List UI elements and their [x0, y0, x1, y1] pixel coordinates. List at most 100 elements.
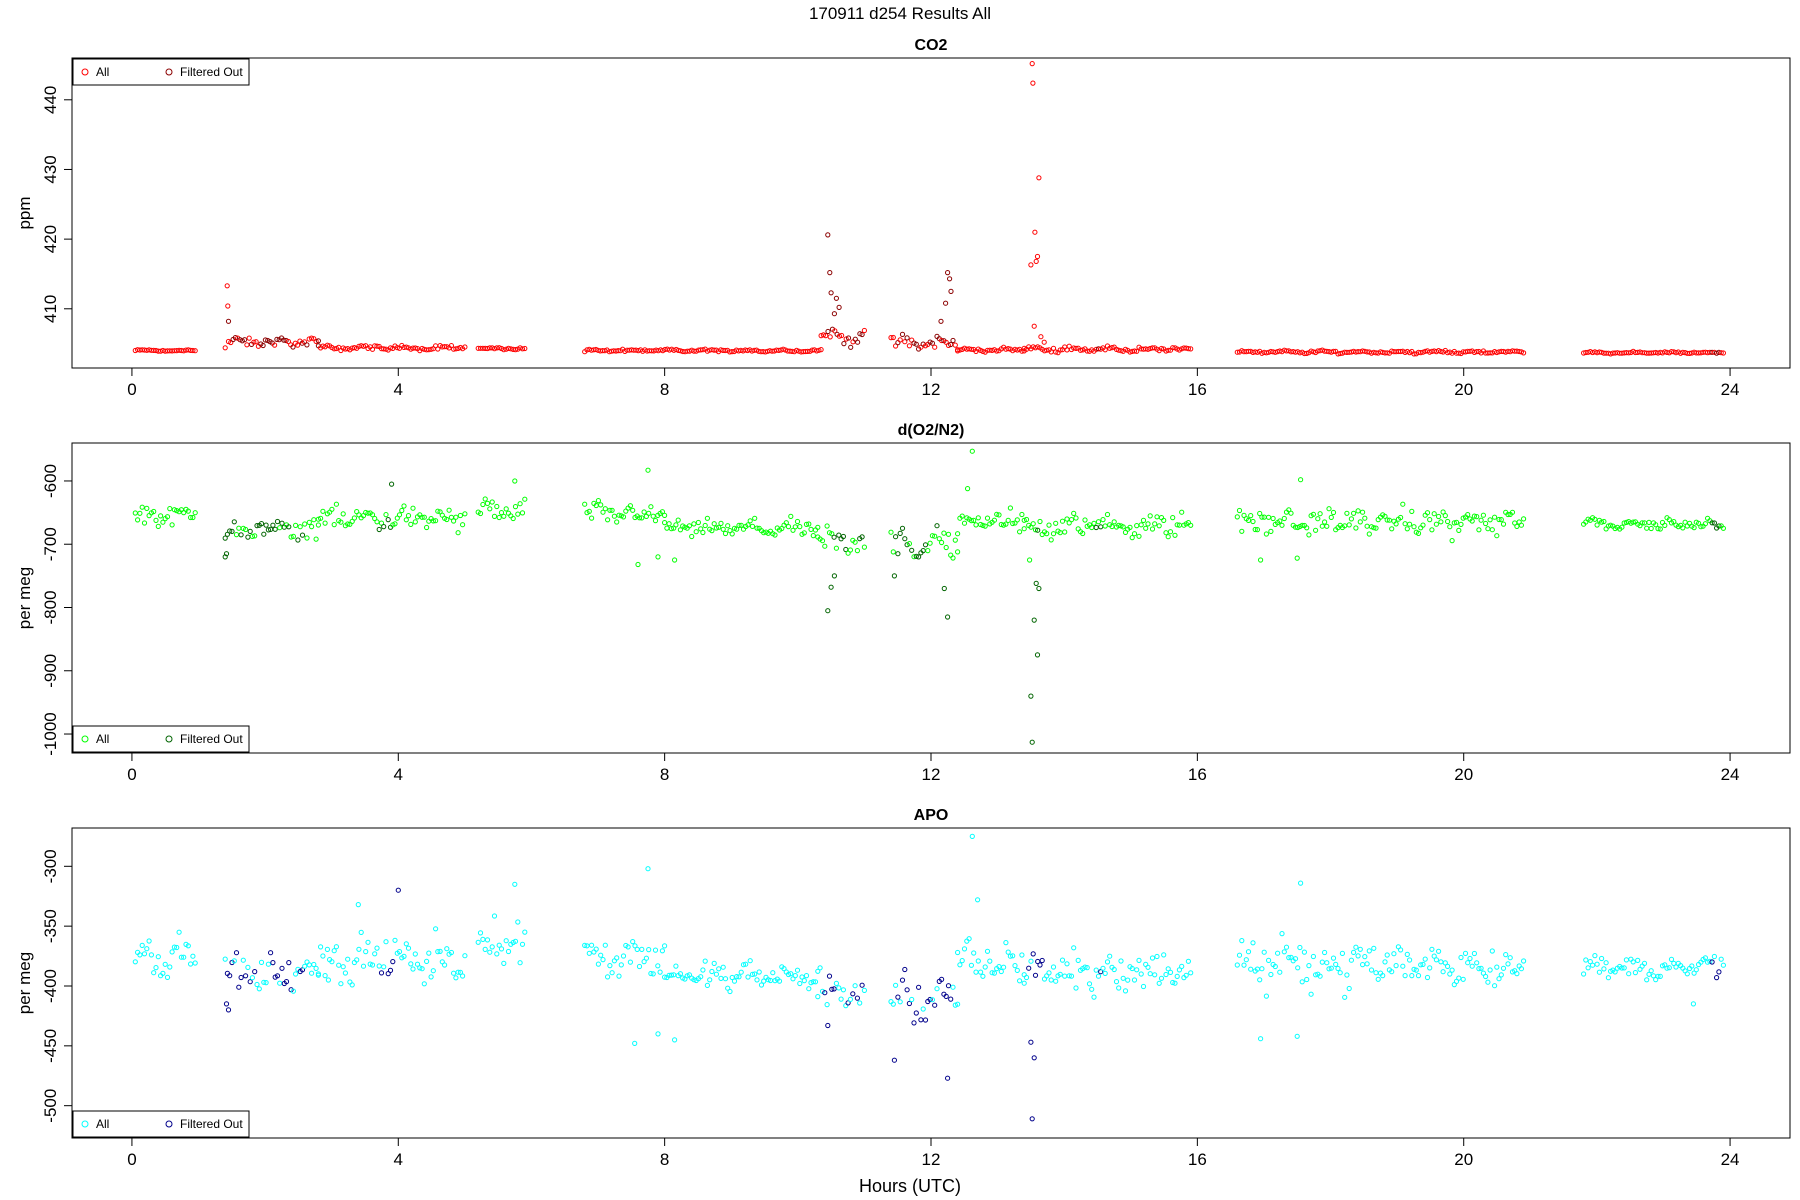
point-o2n2 [1442, 513, 1448, 519]
point-apo [349, 982, 355, 988]
point-filtered-o2n2 [222, 535, 228, 541]
point-apo [893, 982, 899, 988]
point-o2n2 [1188, 522, 1194, 528]
x-tick-label-apo: 4 [394, 1150, 403, 1169]
point-o2n2 [1080, 530, 1086, 537]
point-o2n2 [861, 544, 868, 550]
point-apo [1337, 970, 1343, 976]
point-o2n2 [1382, 513, 1388, 519]
point-apo [1313, 972, 1319, 978]
point-apo [955, 1001, 961, 1007]
point-o2n2 [1500, 521, 1507, 527]
point-apo [1241, 962, 1247, 968]
point-o2n2 [975, 515, 981, 521]
point-o2n2 [752, 515, 758, 521]
point-apo [1071, 945, 1077, 951]
point-apo [929, 997, 936, 1003]
point-apo [1292, 956, 1299, 962]
point-apo [1360, 962, 1366, 968]
point-apo [372, 951, 378, 957]
point-apo [1239, 938, 1245, 944]
point-co2 [1521, 350, 1527, 356]
point-filtered-o2n2 [261, 531, 267, 537]
point-apo [315, 971, 321, 977]
point-o2n2 [1299, 522, 1305, 528]
point-filtered-o2n2 [897, 530, 903, 537]
point-apo [1170, 979, 1176, 986]
point-o2n2 [1360, 509, 1366, 515]
point-apo [1583, 957, 1589, 963]
point-apo [1355, 953, 1361, 959]
point-o2n2 [1254, 527, 1261, 533]
point-apo [959, 958, 965, 964]
point-o2n2 [1095, 519, 1102, 525]
point-o2n2 [141, 520, 148, 526]
point-o2n2 [1469, 518, 1475, 524]
x-tick-label-apo: 16 [1188, 1150, 1207, 1169]
point-o2n2 [1348, 516, 1355, 522]
point-o2n2 [1102, 523, 1108, 529]
legend-box-co2 [72, 58, 250, 86]
point-co2 [1033, 258, 1039, 264]
point-filtered-apo [902, 966, 908, 973]
point-apo [153, 965, 159, 971]
point-co2 [313, 338, 319, 344]
point-o2n2 [1355, 508, 1361, 514]
point-apo [961, 946, 968, 952]
point-apo [512, 881, 518, 887]
point-o2n2 [785, 524, 792, 530]
point-filtered-co2 [855, 339, 861, 345]
point-filtered-apo [922, 1017, 929, 1023]
point-apo [709, 968, 715, 975]
point-apo [1145, 964, 1151, 970]
y-axis-label-o2n2: per meg [15, 567, 34, 629]
point-o2n2 [510, 515, 516, 522]
point-o2n2 [1402, 521, 1408, 527]
point-apo [132, 959, 138, 965]
point-apo [1407, 957, 1413, 963]
point-apo [1324, 960, 1330, 966]
point-o2n2 [1498, 517, 1504, 523]
point-o2n2 [519, 510, 526, 516]
point-co2 [171, 348, 177, 354]
point-apo [1014, 967, 1020, 974]
point-apo [258, 959, 265, 966]
point-apo [797, 980, 803, 987]
point-filtered-o2n2 [828, 584, 834, 590]
point-co2 [1626, 350, 1632, 356]
point-filtered-apo [829, 986, 835, 992]
point-apo [600, 957, 606, 963]
point-o2n2 [1371, 525, 1377, 531]
legend-marker-apo [81, 1120, 89, 1128]
point-apo [650, 971, 656, 977]
point-o2n2 [1149, 526, 1156, 532]
point-apo [376, 963, 382, 969]
point-apo [489, 944, 495, 950]
point-apo [1456, 975, 1462, 981]
point-filtered-apo [233, 950, 240, 956]
point-apo [1163, 971, 1169, 978]
point-co2 [711, 347, 717, 353]
point-o2n2 [1328, 514, 1334, 521]
point-filtered-o2n2 [825, 608, 831, 614]
point-apo [738, 969, 744, 975]
point-o2n2 [1411, 524, 1417, 530]
point-apo [1474, 960, 1480, 966]
point-co2 [251, 339, 257, 345]
point-apo [1382, 959, 1388, 965]
point-apo [1089, 986, 1095, 992]
point-filtered-o2n2 [1709, 520, 1715, 526]
point-o2n2 [315, 522, 321, 528]
point-filtered-apo [1039, 957, 1045, 964]
point-filtered-co2 [845, 335, 852, 341]
point-o2n2 [1104, 511, 1111, 518]
point-apo [1304, 976, 1310, 983]
point-apo [460, 973, 466, 979]
point-o2n2 [249, 533, 255, 540]
point-o2n2 [677, 527, 684, 533]
point-apo [477, 930, 484, 936]
point-filtered-o2n2 [934, 523, 940, 529]
point-o2n2 [1684, 523, 1690, 529]
panel-title-o2n2: d(O2/N2) [898, 422, 965, 439]
point-apo [1514, 971, 1520, 977]
